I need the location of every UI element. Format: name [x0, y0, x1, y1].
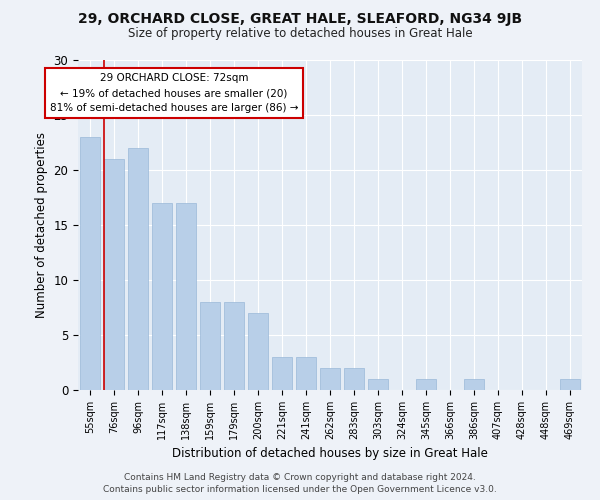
- Bar: [104, 159, 124, 390]
- Text: Contains HM Land Registry data © Crown copyright and database right 2024.
Contai: Contains HM Land Registry data © Crown c…: [103, 472, 497, 494]
- Y-axis label: Number of detached properties: Number of detached properties: [35, 132, 48, 318]
- Bar: [248, 313, 268, 390]
- Text: 29 ORCHARD CLOSE: 72sqm
← 19% of detached houses are smaller (20)
81% of semi-de: 29 ORCHARD CLOSE: 72sqm ← 19% of detache…: [50, 73, 298, 113]
- Bar: [416, 379, 436, 390]
- Bar: [224, 302, 244, 390]
- X-axis label: Distribution of detached houses by size in Great Hale: Distribution of detached houses by size …: [172, 448, 488, 460]
- Bar: [464, 379, 484, 390]
- Bar: [176, 203, 196, 390]
- Bar: [296, 357, 316, 390]
- Text: 29, ORCHARD CLOSE, GREAT HALE, SLEAFORD, NG34 9JB: 29, ORCHARD CLOSE, GREAT HALE, SLEAFORD,…: [78, 12, 522, 26]
- Bar: [200, 302, 220, 390]
- Bar: [152, 203, 172, 390]
- Bar: [80, 137, 100, 390]
- Bar: [368, 379, 388, 390]
- Bar: [272, 357, 292, 390]
- Bar: [320, 368, 340, 390]
- Bar: [128, 148, 148, 390]
- Bar: [344, 368, 364, 390]
- Text: Size of property relative to detached houses in Great Hale: Size of property relative to detached ho…: [128, 28, 472, 40]
- Bar: [560, 379, 580, 390]
